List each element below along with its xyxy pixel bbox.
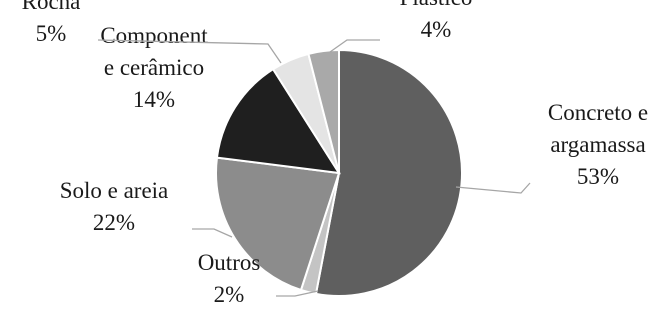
- pie-slice-3: [215, 67, 341, 175]
- category-label-5-line-0: Plástico: [400, 0, 473, 10]
- pie-slice-5: [307, 48, 340, 174]
- leader-line-0: [455, 182, 531, 194]
- category-label-2-line-0: Solo e areia: [60, 178, 169, 203]
- leader-line-4: [97, 39, 282, 64]
- category-label-3-line-0: Component: [100, 23, 208, 48]
- leader-line-2: [192, 228, 233, 238]
- category-label-3-line-1: e cerâmico: [104, 55, 204, 80]
- percent-label-5: 4%: [421, 17, 452, 42]
- pie-slice-2: [215, 156, 341, 292]
- percent-label-4: 5%: [36, 21, 67, 46]
- leader-line-5: [329, 39, 380, 53]
- category-label-4-line-0: Rocha: [22, 0, 81, 14]
- category-label-1-line-0: Outros: [198, 250, 261, 275]
- percent-label-0: 53%: [577, 164, 619, 189]
- category-label-0-line-0: Concreto e: [548, 100, 648, 125]
- percent-label-2: 22%: [93, 210, 135, 235]
- leader-line-1: [276, 290, 319, 297]
- percent-label-1: 2%: [214, 282, 245, 307]
- percent-label-3: 14%: [133, 87, 175, 112]
- category-label-0-line-1: argamassa: [550, 132, 645, 157]
- pie-slice-0: [314, 48, 463, 297]
